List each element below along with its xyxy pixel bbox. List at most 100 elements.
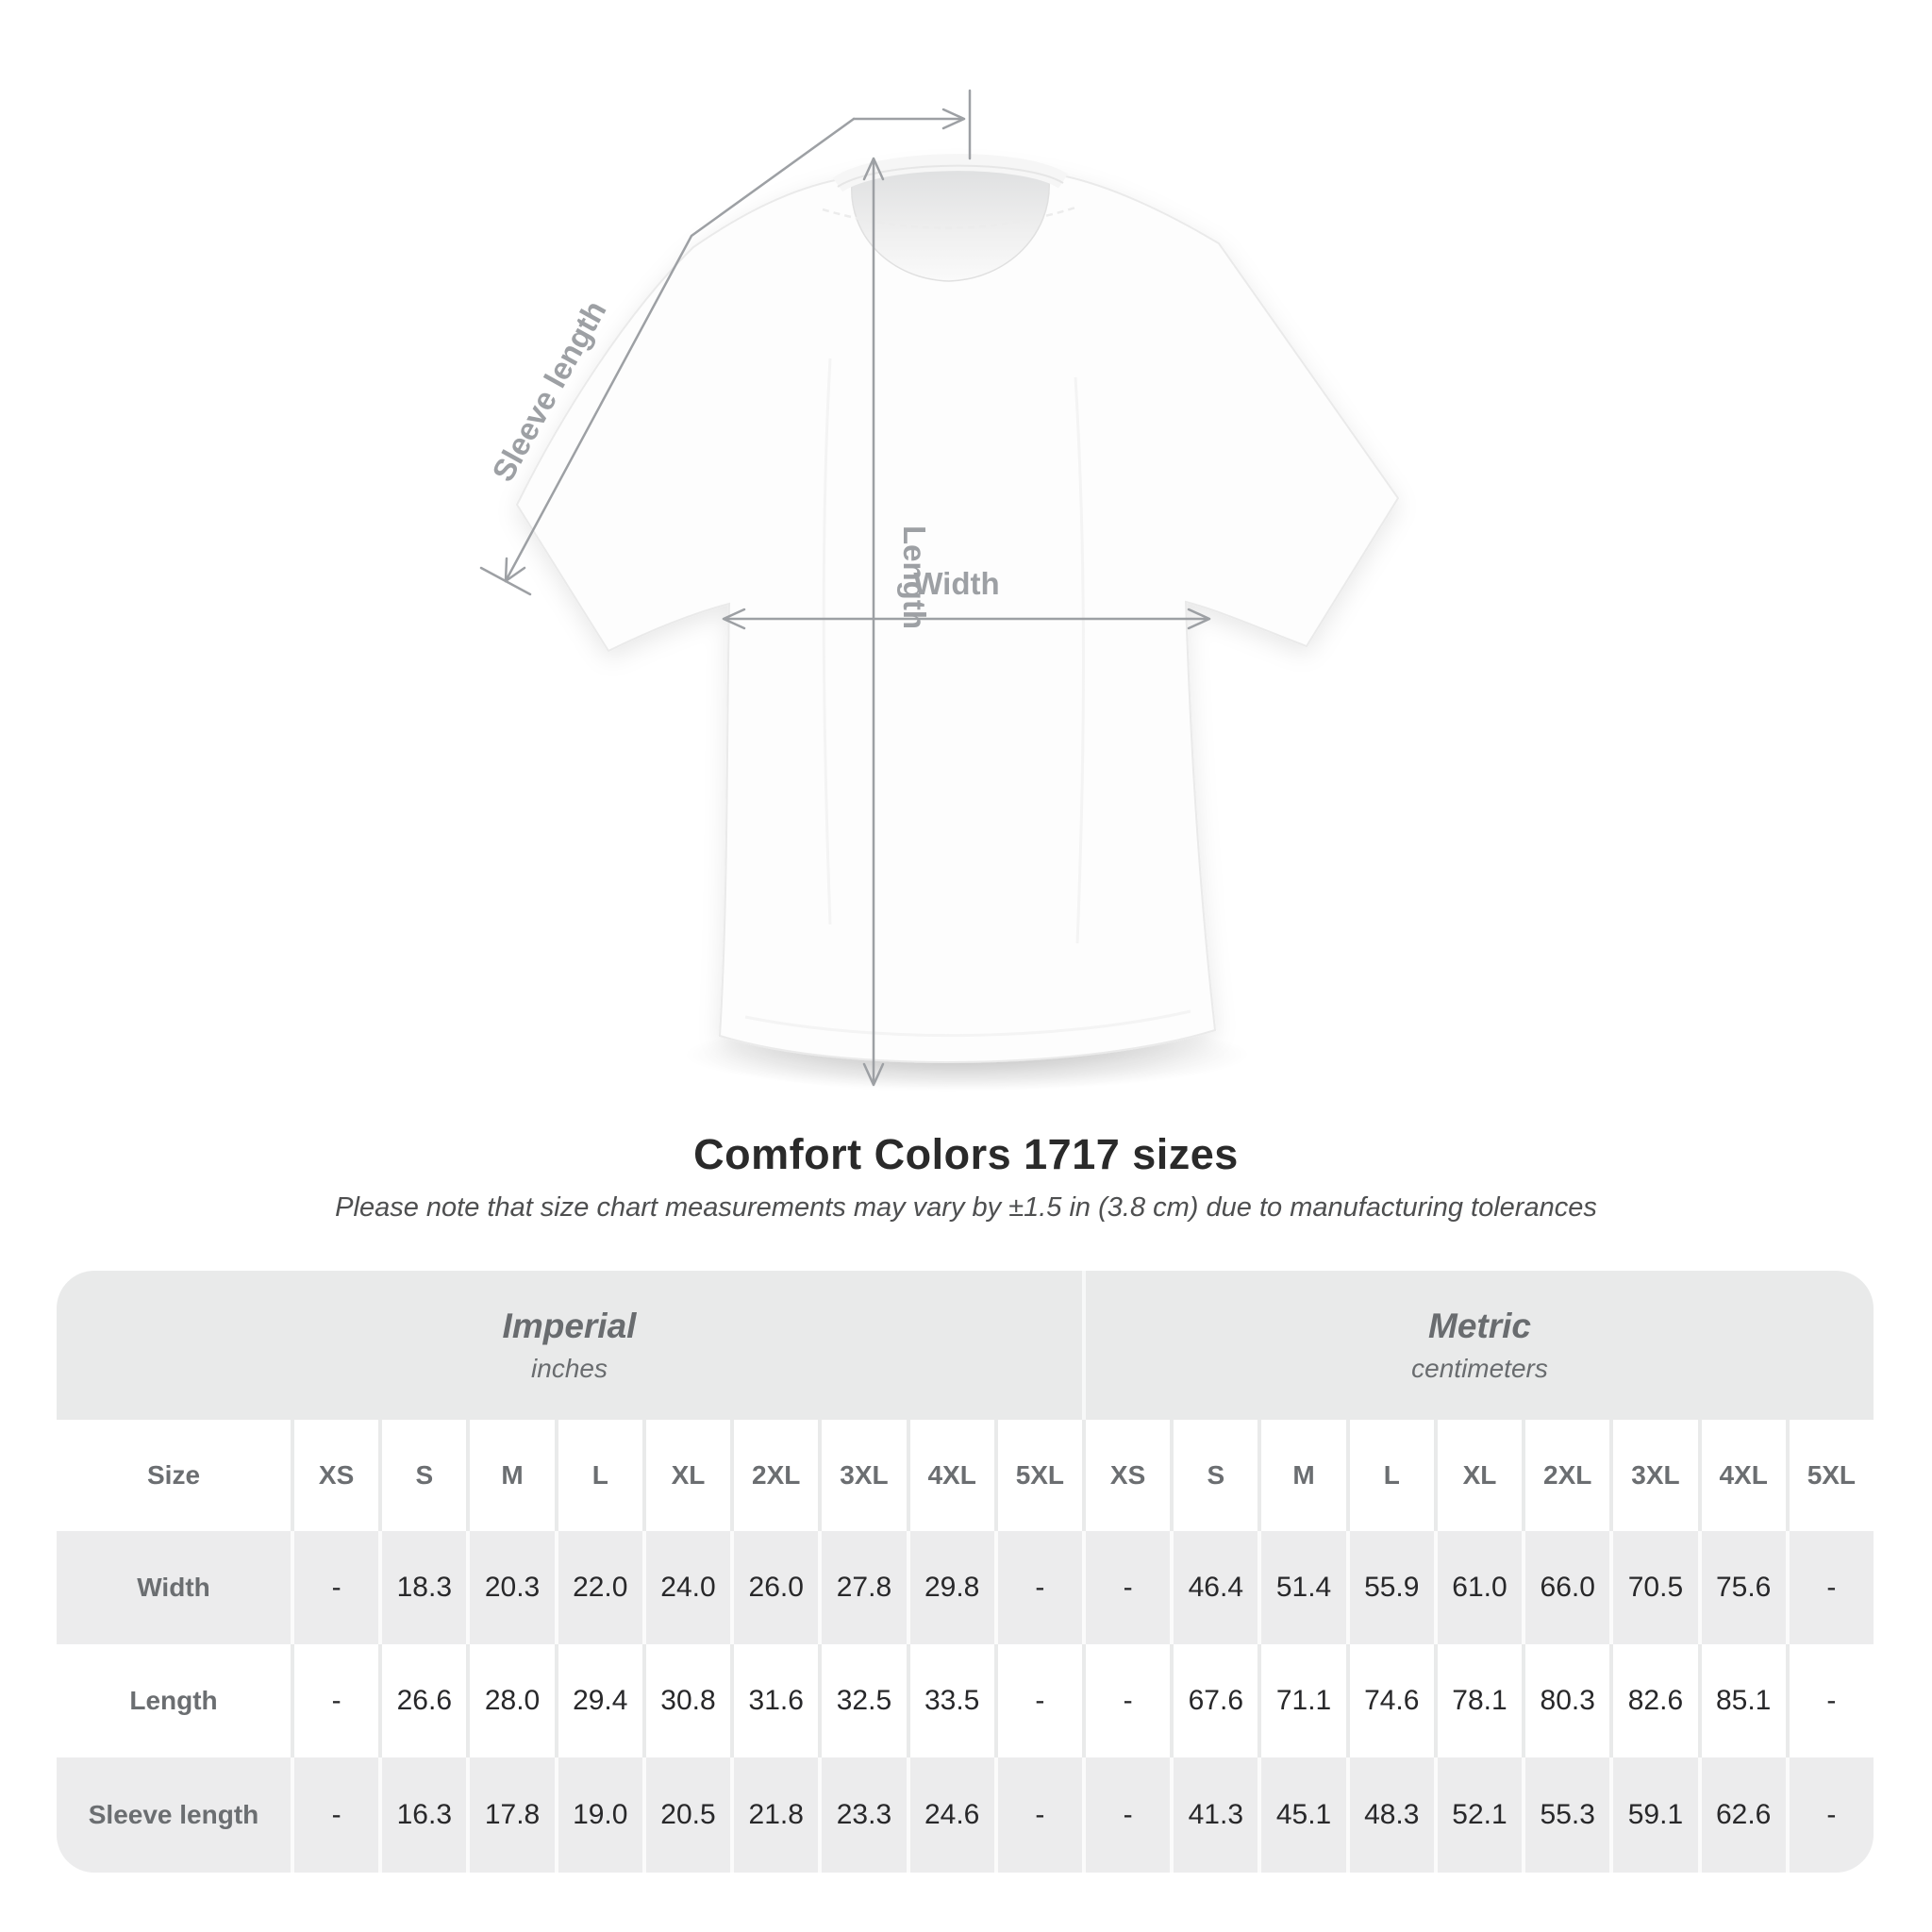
length-arrowhead-bottom (862, 1062, 885, 1087)
size-col-header: 2XL (1522, 1420, 1609, 1531)
size-col-header: S (1170, 1420, 1257, 1531)
neck-tape-stitch (822, 206, 1076, 229)
size-header-row: Size XS S M L XL 2XL 3XL 4XL 5XL XS S M L XL 2XL 3XL 4XL 5… (57, 1420, 1874, 1531)
value-cell: 16.3 (378, 1757, 466, 1873)
value-cell: - (1785, 1531, 1874, 1644)
size-col-header: 2XL (730, 1420, 818, 1531)
sleeve-length-end-tick (479, 566, 532, 596)
value-cell: 29.4 (554, 1644, 642, 1757)
value-cell: - (1081, 1757, 1170, 1873)
table-body: Width -18.3 20.3 22.0 24.0 26.0 27.8 29.8- -46.4… (57, 1531, 1874, 1873)
value-cell: 41.3 (1170, 1757, 1257, 1873)
size-col-header: XS (1081, 1420, 1170, 1531)
width-label: Width (913, 566, 999, 601)
neck-reference-arrowhead (941, 108, 966, 130)
tshirt-measurement-diagram: Sleeve length Length Width (479, 89, 1400, 1091)
size-corner-label: Size (146, 1460, 201, 1490)
metric-label: Metric (1428, 1307, 1531, 1345)
metric-unit-label: centimeters (1411, 1354, 1548, 1383)
value-cell: - (291, 1757, 378, 1873)
value-cell: 18.3 (378, 1531, 466, 1644)
value-cell: 48.3 (1345, 1757, 1434, 1873)
value-cell: 75.6 (1697, 1531, 1786, 1644)
size-col-header: XL (1433, 1420, 1522, 1531)
imperial-label: Imperial (502, 1307, 637, 1345)
size-col-header: 5XL (993, 1420, 1082, 1531)
value-cell: 20.5 (641, 1757, 730, 1873)
length-label: Length (897, 525, 932, 629)
value-cell: 51.4 (1257, 1531, 1345, 1644)
page-subtitle: Please note that size chart measurements… (335, 1192, 1597, 1223)
value-cell: 61.0 (1433, 1531, 1522, 1644)
value-cell: 26.6 (378, 1644, 466, 1757)
size-col-header: M (1257, 1420, 1345, 1531)
table-row-sleeve-length: Sleeve length -16.3 17.8 19.0 20.5 21.8 23.3 24… (57, 1757, 1874, 1873)
value-cell: 55.3 (1522, 1757, 1609, 1873)
value-cell: 80.3 (1522, 1644, 1609, 1757)
value-cell: 28.0 (466, 1644, 554, 1757)
sleeve-length-arrowhead (504, 557, 526, 583)
size-col-header: XS (291, 1420, 378, 1531)
size-col-header: M (466, 1420, 554, 1531)
table-row-width: Width -18.3 20.3 22.0 24.0 26.0 27.8 29.8- -46.4… (57, 1531, 1874, 1644)
value-cell: 78.1 (1433, 1644, 1522, 1757)
value-cell: 45.1 (1257, 1757, 1345, 1873)
measurement-lines (479, 89, 1211, 1087)
collar-seam (837, 164, 1064, 188)
value-cell: - (291, 1531, 378, 1644)
value-cell: - (291, 1644, 378, 1757)
size-table: Imperial inches Metric centimeters Size X… (57, 1271, 1874, 1873)
row-label: Width (137, 1573, 210, 1602)
size-col-header: XL (641, 1420, 730, 1531)
value-cell: 70.5 (1609, 1531, 1697, 1644)
tshirt-graphic (515, 161, 1400, 1063)
value-cell: - (1081, 1644, 1170, 1757)
value-cell: - (1081, 1531, 1170, 1644)
imperial-section-header: Imperial inches (57, 1271, 1082, 1420)
size-col-header: L (554, 1420, 642, 1531)
value-cell: 30.8 (641, 1644, 730, 1757)
page-title: Comfort Colors 1717 sizes (693, 1130, 1239, 1178)
size-col-header: 5XL (1785, 1420, 1874, 1531)
value-cell: 82.6 (1609, 1644, 1697, 1757)
value-cell: 55.9 (1345, 1531, 1434, 1644)
size-col-header: 3XL (1609, 1420, 1697, 1531)
value-cell: 27.8 (818, 1531, 906, 1644)
value-cell: 33.5 (906, 1644, 994, 1757)
value-cell: 31.6 (730, 1644, 818, 1757)
value-cell: 20.3 (466, 1531, 554, 1644)
value-cell: 32.5 (818, 1644, 906, 1757)
value-cell: 74.6 (1345, 1644, 1434, 1757)
value-cell: 17.8 (466, 1757, 554, 1873)
value-cell: 66.0 (1522, 1531, 1609, 1644)
value-cell: 29.8 (906, 1531, 994, 1644)
metric-section-header: Metric centimeters (1082, 1271, 1874, 1420)
value-cell: 85.1 (1697, 1644, 1786, 1757)
row-label: Sleeve length (88, 1800, 259, 1829)
value-cell: 62.6 (1697, 1757, 1786, 1873)
value-cell: 59.1 (1609, 1757, 1697, 1873)
value-cell: 26.0 (730, 1531, 818, 1644)
fabric-wrinkles (744, 358, 1191, 1038)
size-col-header: 4XL (906, 1420, 994, 1531)
value-cell: 23.3 (818, 1757, 906, 1873)
value-cell: - (1785, 1644, 1874, 1757)
value-cell: 71.1 (1257, 1644, 1345, 1757)
size-col-header: 4XL (1697, 1420, 1786, 1531)
width-arrowhead-left (722, 608, 746, 630)
unit-band: Imperial inches Metric centimeters (57, 1271, 1874, 1420)
table-row-length: Length -26.6 28.0 29.4 30.8 31.6 32.5 33.5- -67.… (57, 1644, 1874, 1757)
size-col-header: 3XL (818, 1420, 906, 1531)
value-cell: 24.6 (906, 1757, 994, 1873)
value-cell: 46.4 (1170, 1531, 1257, 1644)
sleeve-length-arrow (504, 117, 856, 583)
value-cell: - (993, 1757, 1082, 1873)
imperial-unit-label: inches (531, 1354, 608, 1383)
length-arrowhead-top (862, 157, 885, 181)
value-cell: - (993, 1531, 1082, 1644)
value-cell: 67.6 (1170, 1644, 1257, 1757)
value-cell: 19.0 (554, 1757, 642, 1873)
width-arrowhead-right (1187, 608, 1211, 630)
collar-band (832, 154, 1068, 192)
